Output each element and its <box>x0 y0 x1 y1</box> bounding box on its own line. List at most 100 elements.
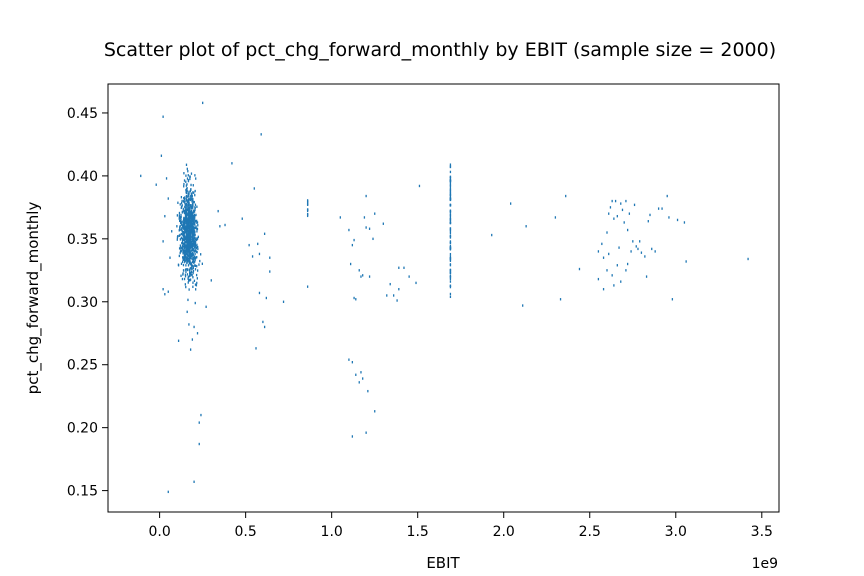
data-point <box>187 210 190 214</box>
data-point <box>193 257 195 260</box>
data-point <box>188 197 190 201</box>
data-point <box>181 242 184 245</box>
data-point <box>183 196 185 200</box>
data-point <box>178 229 180 232</box>
data-point <box>162 115 164 118</box>
data-point <box>449 180 452 183</box>
data-point <box>185 270 187 274</box>
data-point <box>192 248 194 251</box>
data-point <box>353 238 355 242</box>
data-point <box>449 193 452 197</box>
data-point <box>192 218 195 221</box>
data-point <box>195 177 197 180</box>
data-point <box>188 254 191 257</box>
data-point <box>190 270 192 273</box>
data-point <box>188 261 190 265</box>
data-point <box>188 203 190 206</box>
data-point <box>187 208 190 211</box>
data-point <box>654 250 656 253</box>
data-point <box>187 275 189 279</box>
data-point <box>184 235 186 238</box>
data-point <box>191 237 193 241</box>
data-point <box>188 212 190 215</box>
data-point <box>176 238 178 241</box>
data-point <box>408 275 410 278</box>
data-point <box>187 268 189 271</box>
data-point <box>196 227 199 231</box>
data-point <box>182 235 184 238</box>
data-point <box>609 206 612 209</box>
data-point <box>183 211 186 215</box>
data-point <box>185 206 187 209</box>
data-point <box>217 209 219 213</box>
data-point <box>187 281 189 284</box>
data-point <box>182 247 184 251</box>
data-point <box>184 230 187 234</box>
data-point <box>186 238 188 241</box>
data-point <box>191 219 193 223</box>
data-point <box>184 244 186 247</box>
data-point <box>179 251 181 255</box>
data-point <box>190 246 192 249</box>
x-tick-label: 1.5 <box>407 524 429 540</box>
data-point <box>183 200 185 203</box>
data-point <box>554 216 557 219</box>
data-point <box>184 273 187 276</box>
data-point <box>386 294 388 297</box>
data-point <box>449 257 452 260</box>
data-point <box>193 210 196 213</box>
y-tick-label: 0.45 <box>67 106 98 122</box>
data-point <box>183 179 186 182</box>
data-point <box>188 228 191 231</box>
data-point <box>192 271 194 275</box>
data-point <box>255 347 257 350</box>
y-tick-label: 0.30 <box>67 295 98 311</box>
data-point <box>188 269 191 272</box>
data-point <box>306 214 309 218</box>
chart-title: Scatter plot of pct_chg_forward_monthly … <box>104 39 776 61</box>
data-point <box>190 217 193 221</box>
data-point <box>178 214 181 217</box>
data-point <box>189 216 191 220</box>
data-point <box>418 184 421 188</box>
data-point <box>363 216 366 219</box>
data-point <box>189 175 191 178</box>
data-point <box>191 195 193 198</box>
data-point <box>187 298 189 302</box>
data-point <box>449 197 452 200</box>
data-point <box>193 325 195 329</box>
data-point <box>185 255 187 259</box>
data-point <box>196 277 198 280</box>
data-point <box>188 195 190 198</box>
data-point <box>186 257 189 260</box>
data-point <box>649 213 651 217</box>
data-point <box>205 305 207 309</box>
data-point <box>187 264 190 267</box>
data-point <box>193 237 195 240</box>
data-point <box>188 192 190 195</box>
data-point <box>194 268 197 271</box>
plot-background <box>108 84 779 512</box>
y-tick-label: 0.15 <box>67 484 98 500</box>
data-point <box>189 204 191 207</box>
data-point <box>167 490 169 494</box>
data-point <box>169 256 171 259</box>
data-point <box>269 270 271 273</box>
data-point <box>182 218 185 221</box>
data-point <box>197 245 199 249</box>
data-point <box>632 240 634 243</box>
data-point <box>189 262 191 266</box>
data-point <box>449 234 452 238</box>
data-point <box>181 240 184 243</box>
data-point <box>248 243 250 247</box>
data-point <box>196 230 198 233</box>
data-point <box>187 277 189 280</box>
data-point <box>374 212 376 215</box>
data-point <box>192 256 194 259</box>
data-point <box>186 200 188 203</box>
data-point <box>260 133 262 136</box>
data-point <box>191 213 193 217</box>
data-point <box>177 235 179 238</box>
data-point <box>183 250 186 253</box>
data-point <box>187 179 190 182</box>
